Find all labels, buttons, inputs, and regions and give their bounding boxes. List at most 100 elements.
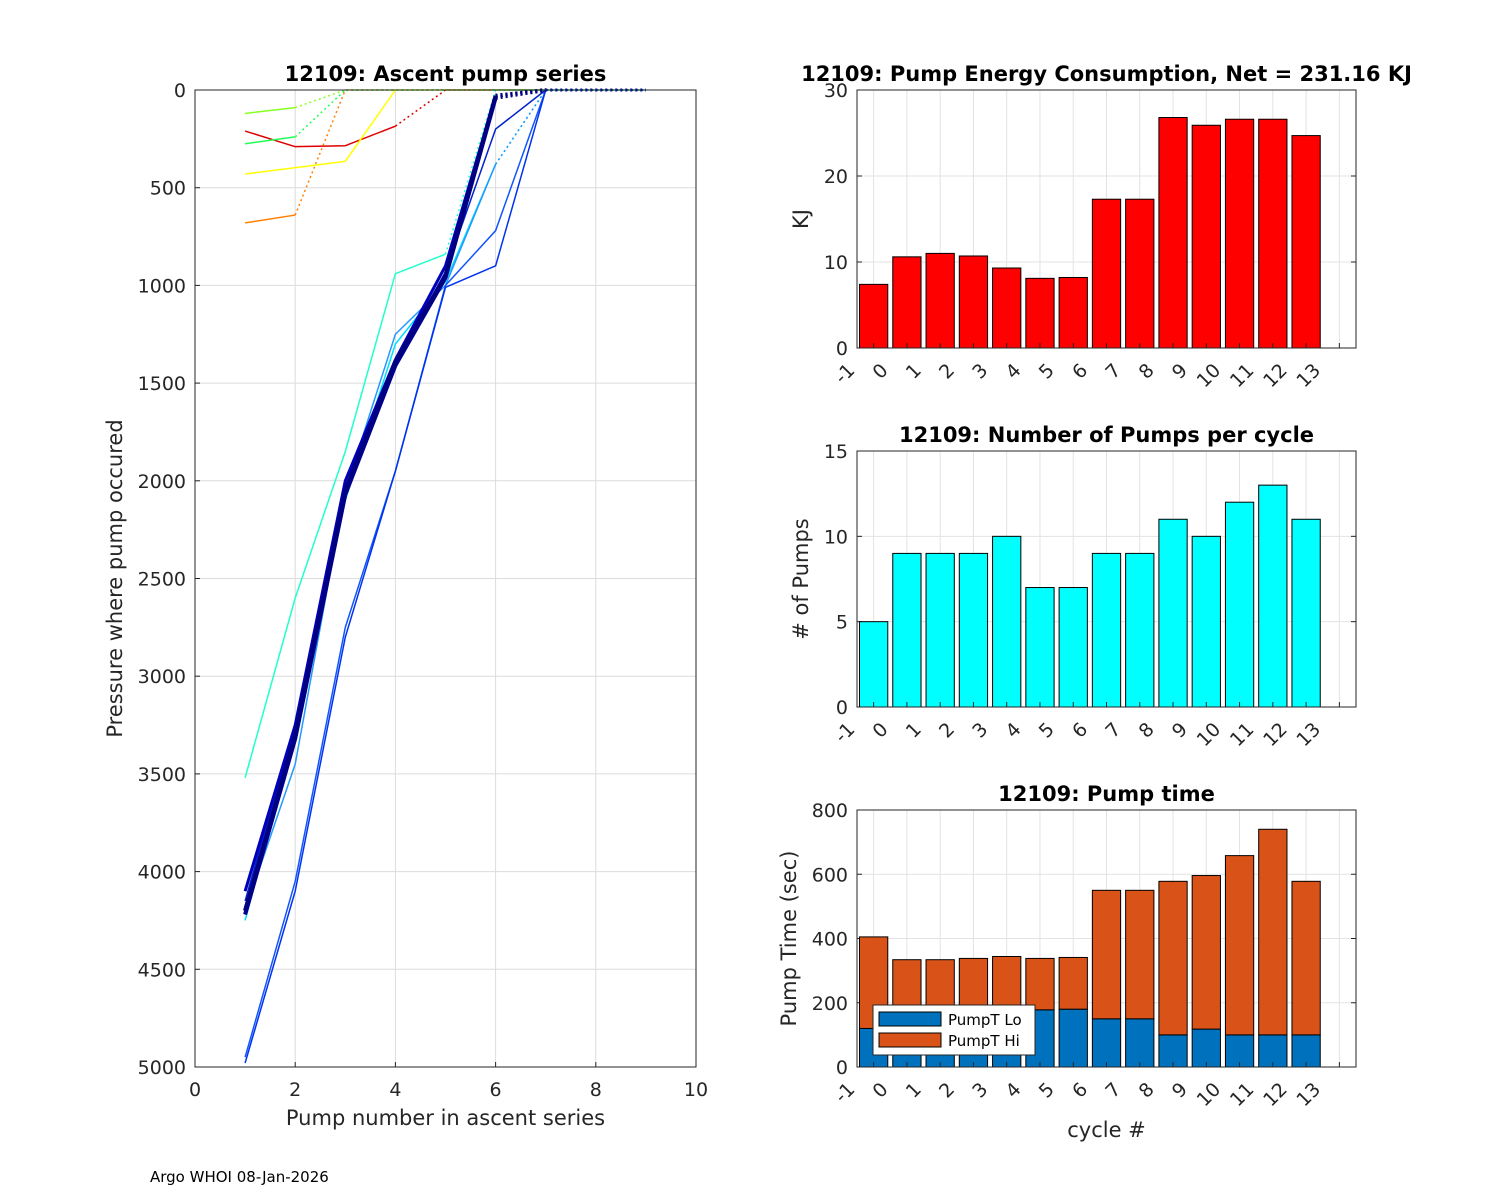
x-tick-label: 7: [1101, 718, 1125, 742]
bar: [892, 256, 922, 349]
bar-pumpt-hi: [1025, 957, 1055, 1011]
x-tick-label: 13: [1292, 1078, 1325, 1111]
x-tick-label: 12: [1259, 359, 1292, 392]
y-tick-label: 0: [836, 697, 848, 719]
y-tick-label: 400: [812, 929, 848, 951]
series-line: [245, 89, 397, 175]
x-tick-label: 9: [1168, 718, 1192, 742]
y-tick-label: 2500: [138, 569, 186, 591]
x-tick-label: 1: [902, 718, 926, 742]
x-tick-label: 6: [1068, 359, 1092, 383]
x-tick-label: -1: [830, 1078, 859, 1107]
bar: [1191, 535, 1221, 708]
y-tick-label: 3000: [138, 666, 186, 688]
series-line: [244, 125, 396, 148]
x-tick-label: 2: [935, 359, 959, 383]
legend-swatch: [878, 1032, 942, 1048]
legend: PumpT Lo PumpT Hi: [872, 1004, 1036, 1056]
x-tick-label: 6: [490, 1079, 502, 1101]
bar: [958, 255, 989, 349]
chart-title: 12109: Ascent pump series: [285, 62, 607, 86]
bar: [1091, 552, 1122, 708]
x-tick-label: 6: [1068, 1078, 1092, 1102]
x-tick-label: 0: [868, 359, 892, 383]
x-tick-label: 11: [1226, 359, 1259, 392]
x-axis-label: cycle #: [1067, 1118, 1146, 1142]
x-tick-label: 8: [1135, 359, 1159, 383]
y-tick-label: 10: [824, 252, 848, 274]
bar-pumpt-hi: [1091, 889, 1122, 1020]
x-tick-label: 4: [389, 1079, 401, 1101]
bar-pumpt-hi: [1125, 889, 1155, 1020]
legend-swatch: [878, 1011, 942, 1027]
x-tick-label: 7: [1101, 1078, 1125, 1102]
bar: [1158, 117, 1188, 349]
y-tick-label: 600: [812, 864, 848, 886]
y-axis-label: Pump Time (sec): [777, 851, 801, 1027]
x-tick-label: 9: [1168, 359, 1192, 383]
y-axis-label: KJ: [789, 209, 813, 229]
x-tick-label: 0: [868, 718, 892, 742]
y-tick-label: 0: [836, 338, 848, 360]
x-tick-label: 8: [590, 1079, 602, 1101]
bar: [925, 252, 955, 349]
x-tick-label: 0: [868, 1078, 892, 1102]
y-tick-label: 10: [824, 526, 848, 548]
bar: [1291, 518, 1321, 708]
series-line: [243, 95, 498, 892]
x-tick-label: 3: [968, 359, 992, 383]
bar: [1025, 587, 1055, 708]
x-tick-label: 13: [1292, 718, 1325, 751]
bar-pumpt-hi: [1258, 828, 1288, 1036]
series-line: [244, 89, 547, 1064]
bar-pumpt-hi: [1224, 855, 1255, 1036]
x-tick-label: 6: [1068, 718, 1092, 742]
bar: [925, 552, 955, 708]
x-tick-label: 8: [1135, 718, 1159, 742]
axes-box: [194, 89, 697, 1068]
series-line: [244, 253, 446, 779]
x-tick-label: 7: [1101, 359, 1125, 383]
y-tick-label: 1000: [138, 275, 186, 297]
axes-box: [856, 450, 1357, 708]
bar: [992, 535, 1022, 708]
x-tick-label: 1: [902, 359, 926, 383]
x-tick-label: -1: [830, 718, 859, 747]
y-tick-label: 5: [836, 612, 848, 634]
x-tick-label: 2: [935, 718, 959, 742]
x-tick-label: 13: [1292, 359, 1325, 392]
y-tick-label: 2000: [138, 471, 186, 493]
legend-label: PumpT Hi: [948, 1032, 1020, 1050]
y-axis-label: # of Pumps: [789, 518, 813, 640]
bar: [1158, 518, 1188, 708]
x-tick-label: 10: [1193, 718, 1226, 751]
x-tick-label: 11: [1226, 718, 1259, 751]
axes-box: [856, 89, 1357, 349]
y-tick-label: 500: [150, 178, 186, 200]
axes-box: [856, 809, 1357, 1068]
bar-pumpt-hi: [1191, 875, 1221, 1030]
bar: [1125, 198, 1155, 349]
bar-pumpt-lo: [1158, 1034, 1188, 1068]
series-line: [244, 163, 497, 911]
y-tick-label: 1500: [138, 373, 186, 395]
bar: [1291, 135, 1321, 349]
x-tick-label: 0: [189, 1079, 201, 1101]
y-tick-label: 3500: [138, 764, 186, 786]
bar: [1058, 587, 1088, 708]
x-tick-label: 5: [1035, 359, 1059, 383]
x-tick-label: 4: [1002, 1078, 1026, 1102]
x-tick-label: 2: [289, 1079, 301, 1101]
y-axis-label: Pressure where pump occured: [103, 419, 127, 737]
chart-title: 12109: Pump time: [998, 782, 1215, 806]
bar-pumpt-lo: [1125, 1018, 1155, 1068]
bar-pumpt-hi: [1158, 880, 1188, 1036]
y-tick-label: 20: [824, 166, 848, 188]
bar: [1258, 118, 1288, 349]
bar: [958, 552, 989, 708]
x-tick-label: 3: [968, 718, 992, 742]
